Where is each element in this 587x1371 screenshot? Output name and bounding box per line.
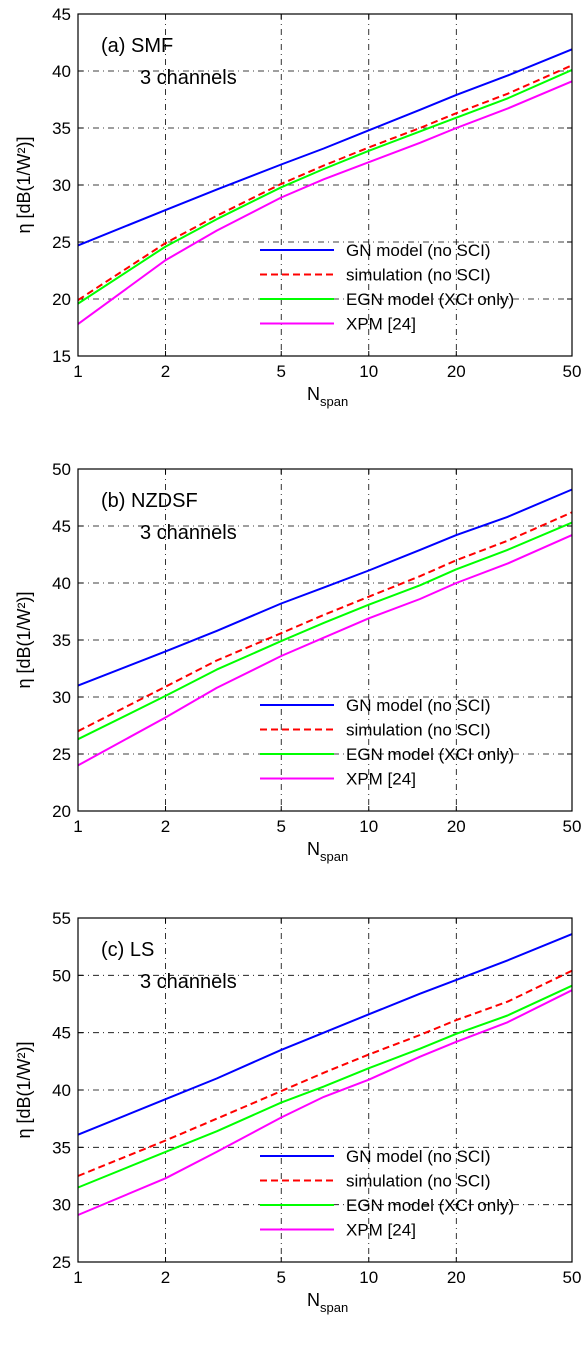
y-tick-label: 35 (52, 119, 71, 138)
y-axis-label: η [dB(1/W²)] (14, 1041, 34, 1138)
x-tick-label: 2 (161, 817, 170, 836)
series-line-4 (77, 80, 573, 325)
plot-frame (77, 917, 573, 1263)
x-axis-label: Nspan (307, 839, 348, 864)
x-tick-label: 10 (359, 1268, 378, 1287)
series-line-3 (77, 68, 573, 305)
x-tick-label: 20 (447, 817, 466, 836)
series-line-2 (77, 969, 573, 1177)
panel-label: (a) SMF (101, 35, 173, 57)
series-line-4 (77, 989, 573, 1216)
x-tick-label: 10 (359, 817, 378, 836)
legend-label-3: EGN model (XCI only) (346, 745, 514, 764)
x-tick-label: 5 (277, 817, 286, 836)
x-axis-label-main: N (307, 384, 320, 404)
x-axis-label-main: N (307, 1290, 320, 1310)
series-line-1 (77, 488, 573, 687)
series-line-3 (77, 984, 573, 1189)
panel-sublabel: 3 channels (140, 522, 237, 544)
legend-label-1: GN model (no SCI) (346, 696, 491, 715)
y-tick-label: 20 (52, 290, 71, 309)
plot-frame (77, 13, 573, 357)
x-tick-label: 10 (359, 362, 378, 381)
x-tick-label: 20 (447, 362, 466, 381)
x-axis-label: Nspan (307, 384, 348, 409)
y-tick-label: 30 (52, 1196, 71, 1215)
x-tick-label: 2 (161, 362, 170, 381)
legend-label-4: XPM [24] (346, 315, 416, 334)
panel-label: (b) NZDSF (101, 490, 198, 512)
y-tick-label: 45 (52, 5, 71, 24)
series-line-4 (77, 534, 573, 767)
series-line-2 (77, 64, 573, 301)
y-tick-label: 35 (52, 631, 71, 650)
panel-sublabel: 3 channels (140, 67, 237, 89)
x-tick-label: 1 (73, 1268, 82, 1287)
legend-label-4: XPM [24] (346, 770, 416, 789)
y-tick-label: 45 (52, 517, 71, 536)
y-tick-label: 40 (52, 574, 71, 593)
plot-frame (77, 468, 573, 812)
y-axis-label: η [dB(1/W²)] (14, 136, 34, 233)
y-tick-label: 15 (52, 347, 71, 366)
x-tick-label: 5 (277, 362, 286, 381)
panel-label: (c) LS (101, 939, 154, 961)
series-line-1 (77, 933, 573, 1136)
x-tick-label: 20 (447, 1268, 466, 1287)
y-tick-label: 50 (52, 460, 71, 479)
series-line-2 (77, 511, 573, 733)
y-tick-label: 40 (52, 62, 71, 81)
y-axis-label: η [dB(1/W²)] (14, 591, 34, 688)
y-tick-label: 45 (52, 1024, 71, 1043)
series-line-3 (77, 521, 573, 741)
y-tick-label: 20 (52, 802, 71, 821)
x-tick-label: 2 (161, 1268, 170, 1287)
legend-label-4: XPM [24] (346, 1221, 416, 1240)
x-tick-label: 1 (73, 817, 82, 836)
x-tick-label: 50 (563, 362, 582, 381)
legend-label-1: GN model (no SCI) (346, 241, 491, 260)
x-tick-label: 50 (563, 1268, 582, 1287)
y-tick-label: 40 (52, 1081, 71, 1100)
x-axis-label: Nspan (307, 1290, 348, 1315)
y-tick-label: 25 (52, 233, 71, 252)
legend-label-2: simulation (no SCI) (346, 266, 491, 285)
x-tick-label: 5 (277, 1268, 286, 1287)
y-tick-label: 50 (52, 966, 71, 985)
legend-label-3: EGN model (XCI only) (346, 290, 514, 309)
y-tick-label: 30 (52, 688, 71, 707)
series-line-1 (77, 48, 573, 247)
legend-label-1: GN model (no SCI) (346, 1147, 491, 1166)
y-tick-label: 30 (52, 176, 71, 195)
y-tick-label: 35 (52, 1138, 71, 1157)
panel-sublabel: 3 channels (140, 971, 237, 993)
y-tick-label: 25 (52, 1253, 71, 1272)
legend-label-2: simulation (no SCI) (346, 1172, 491, 1191)
x-tick-label: 1 (73, 362, 82, 381)
x-axis-label-main: N (307, 839, 320, 859)
x-tick-label: 50 (563, 817, 582, 836)
y-tick-label: 25 (52, 745, 71, 764)
legend-label-3: EGN model (XCI only) (346, 1196, 514, 1215)
x-axis-label-subscript: span (320, 1300, 348, 1315)
legend-label-2: simulation (no SCI) (346, 721, 491, 740)
y-tick-label: 55 (52, 909, 71, 928)
x-axis-label-subscript: span (320, 394, 348, 409)
x-axis-label-subscript: span (320, 849, 348, 864)
